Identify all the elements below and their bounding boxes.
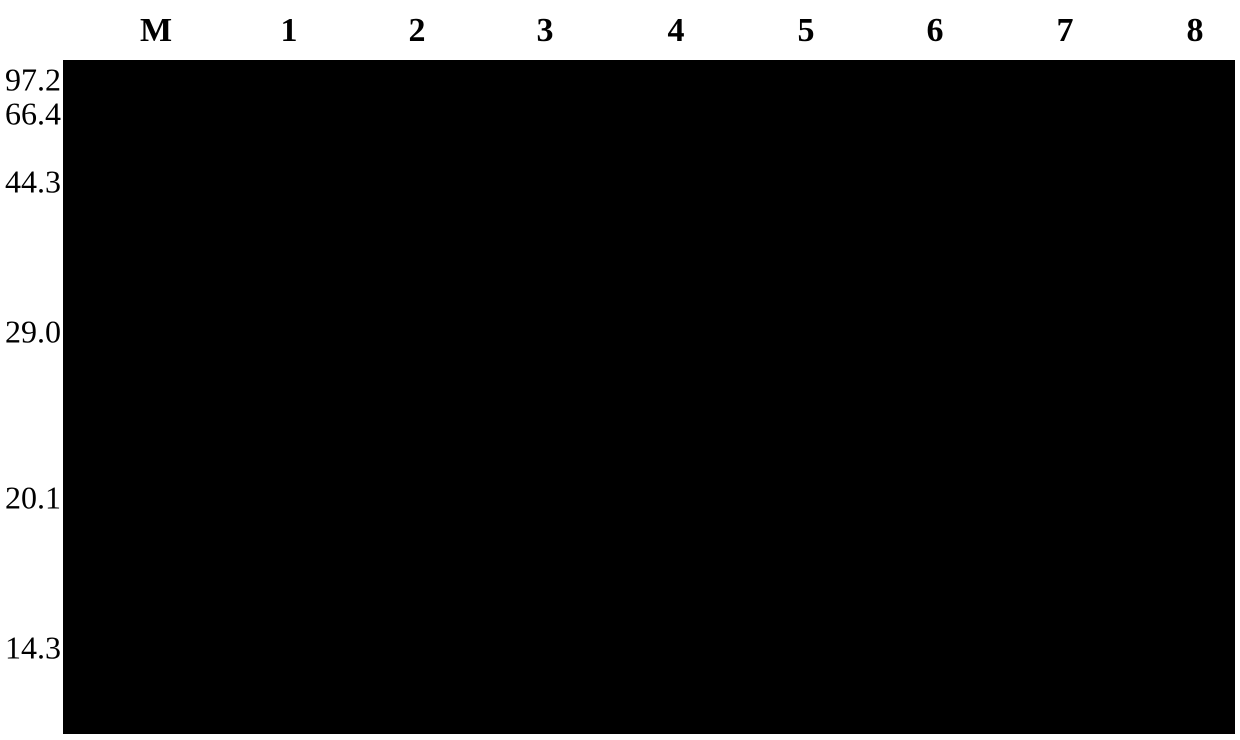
lane-label-marker: M bbox=[140, 12, 172, 50]
gel-figure: M 1 2 3 4 5 6 7 8 97.2 66.4 44.3 29.0 20… bbox=[0, 0, 1240, 740]
lane-label-7: 7 bbox=[1057, 12, 1074, 50]
lane-label-2: 2 bbox=[409, 12, 426, 50]
lane-label-8: 8 bbox=[1187, 12, 1204, 50]
lane-label-1: 1 bbox=[281, 12, 298, 50]
mw-label-14-3: 14.3 bbox=[5, 630, 61, 667]
lane-labels-row: M 1 2 3 4 5 6 7 8 bbox=[0, 0, 1240, 60]
gel-image-area bbox=[63, 60, 1235, 734]
mw-label-20-1: 20.1 bbox=[5, 480, 61, 517]
mw-label-44-3: 44.3 bbox=[5, 164, 61, 201]
lane-label-6: 6 bbox=[927, 12, 944, 50]
mw-marker-column: 97.2 66.4 44.3 29.0 20.1 14.3 bbox=[0, 60, 63, 734]
lane-label-5: 5 bbox=[798, 12, 815, 50]
lane-label-3: 3 bbox=[537, 12, 554, 50]
mw-label-97-2: 97.2 bbox=[5, 62, 61, 99]
lane-label-4: 4 bbox=[668, 12, 685, 50]
mw-label-66-4: 66.4 bbox=[5, 96, 61, 133]
mw-label-29-0: 29.0 bbox=[5, 314, 61, 351]
